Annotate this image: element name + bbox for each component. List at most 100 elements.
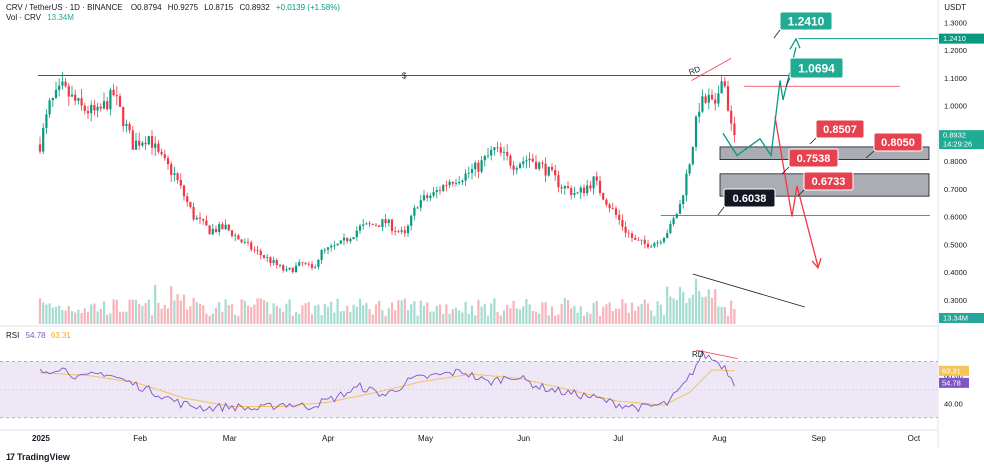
volume-bar bbox=[432, 311, 435, 324]
volume-bar bbox=[586, 312, 589, 324]
candle-body bbox=[118, 96, 122, 107]
volume-bar bbox=[298, 313, 301, 324]
candle-body bbox=[106, 101, 109, 110]
candle-body bbox=[714, 99, 717, 104]
rsi-axis-badge bbox=[939, 377, 969, 388]
candle-body bbox=[390, 219, 394, 232]
volume-bar bbox=[685, 302, 688, 324]
candle-body bbox=[563, 186, 566, 189]
bearish-arrowhead bbox=[811, 257, 822, 270]
candle-body bbox=[538, 162, 541, 169]
volume-bar bbox=[339, 311, 342, 324]
candle-body bbox=[278, 264, 282, 266]
candle-body bbox=[614, 208, 618, 215]
candle-body bbox=[272, 260, 275, 264]
candle-body bbox=[74, 94, 77, 101]
candle-body bbox=[403, 230, 406, 234]
volume-bar bbox=[355, 306, 358, 324]
candle-body bbox=[445, 185, 448, 186]
volume-bar bbox=[106, 314, 109, 324]
price-tick-label: 0.7000 bbox=[944, 185, 967, 194]
volume-bar bbox=[243, 300, 246, 324]
candle-body bbox=[243, 241, 246, 243]
volume-bar bbox=[326, 306, 330, 324]
level-label-text: 0.8050 bbox=[881, 137, 915, 149]
tradingview-brand[interactable]: 17 TradingView bbox=[6, 452, 70, 462]
symbol-title[interactable]: CRV / TetherUS · 1D · BINANCE bbox=[6, 3, 123, 12]
candle-body bbox=[528, 158, 531, 161]
level-leader bbox=[773, 29, 781, 39]
volume-bar bbox=[314, 305, 317, 324]
candle-body bbox=[643, 239, 646, 244]
candle-body bbox=[246, 241, 250, 243]
volume-bar bbox=[525, 298, 528, 324]
candle-body bbox=[259, 250, 262, 256]
volume-bar bbox=[582, 315, 586, 324]
volume-bar bbox=[128, 299, 131, 324]
volume-bar bbox=[333, 312, 336, 324]
candle-body bbox=[723, 81, 726, 87]
candle-body bbox=[54, 89, 58, 98]
volume-bar bbox=[301, 305, 304, 324]
candle-body bbox=[589, 185, 592, 189]
volume-bar bbox=[227, 305, 230, 324]
candle-body bbox=[269, 257, 272, 264]
candle-body bbox=[438, 190, 442, 192]
candle-body bbox=[531, 158, 534, 162]
candle-body bbox=[541, 162, 544, 164]
volume-bar bbox=[118, 311, 122, 324]
level-leader bbox=[797, 189, 805, 197]
candle-body bbox=[570, 187, 573, 195]
volume-bar bbox=[672, 298, 675, 324]
volume-bar bbox=[45, 304, 48, 324]
volume-bar bbox=[522, 306, 525, 324]
candle-body bbox=[368, 223, 371, 225]
volume-bar bbox=[320, 315, 323, 324]
volume-bar bbox=[237, 315, 240, 324]
volume-bar bbox=[426, 302, 429, 324]
candle-body bbox=[586, 185, 589, 194]
volume-bar bbox=[624, 303, 627, 324]
candle-body bbox=[685, 173, 688, 196]
candle-body bbox=[163, 154, 166, 159]
candle-body bbox=[467, 172, 470, 174]
candle-body bbox=[99, 106, 102, 109]
candle-body bbox=[189, 201, 192, 207]
candle-body bbox=[326, 247, 330, 250]
candle-body bbox=[557, 175, 560, 188]
volume-bar bbox=[643, 299, 646, 324]
volume-bar bbox=[630, 302, 634, 324]
candle-body bbox=[125, 124, 128, 127]
volume-bar bbox=[387, 308, 390, 324]
candle-body bbox=[522, 161, 525, 164]
candle-body bbox=[317, 259, 320, 267]
volume-bar bbox=[378, 300, 381, 324]
candle-body bbox=[406, 225, 410, 234]
time-axis-label: 2025 bbox=[32, 434, 50, 443]
candle-body bbox=[195, 217, 198, 220]
candle-body bbox=[506, 151, 509, 156]
time-axis-label: Oct bbox=[908, 434, 921, 443]
rsi-label[interactable]: RSI bbox=[6, 331, 20, 340]
price-tick-label: 0.6000 bbox=[944, 213, 967, 222]
candle-body bbox=[608, 204, 611, 209]
bullish-arrowhead bbox=[789, 37, 801, 50]
candle-body bbox=[534, 161, 538, 169]
volume-bar bbox=[723, 307, 726, 324]
volume-bar bbox=[570, 308, 573, 324]
candle-body bbox=[304, 262, 307, 264]
candle-body bbox=[122, 106, 125, 127]
price-axis-badge bbox=[939, 33, 984, 44]
volume-bar bbox=[614, 308, 618, 324]
volume-bar bbox=[109, 313, 112, 324]
volume-bar bbox=[451, 309, 454, 324]
volume-bar bbox=[102, 301, 106, 324]
volume-bar bbox=[189, 306, 192, 324]
volume-bar bbox=[374, 304, 378, 324]
candle-body bbox=[288, 267, 291, 270]
volume-bar bbox=[397, 300, 400, 324]
volume-bar bbox=[422, 305, 426, 324]
volume-label[interactable]: Vol · CRV bbox=[6, 13, 41, 22]
volume-bar bbox=[365, 302, 368, 324]
